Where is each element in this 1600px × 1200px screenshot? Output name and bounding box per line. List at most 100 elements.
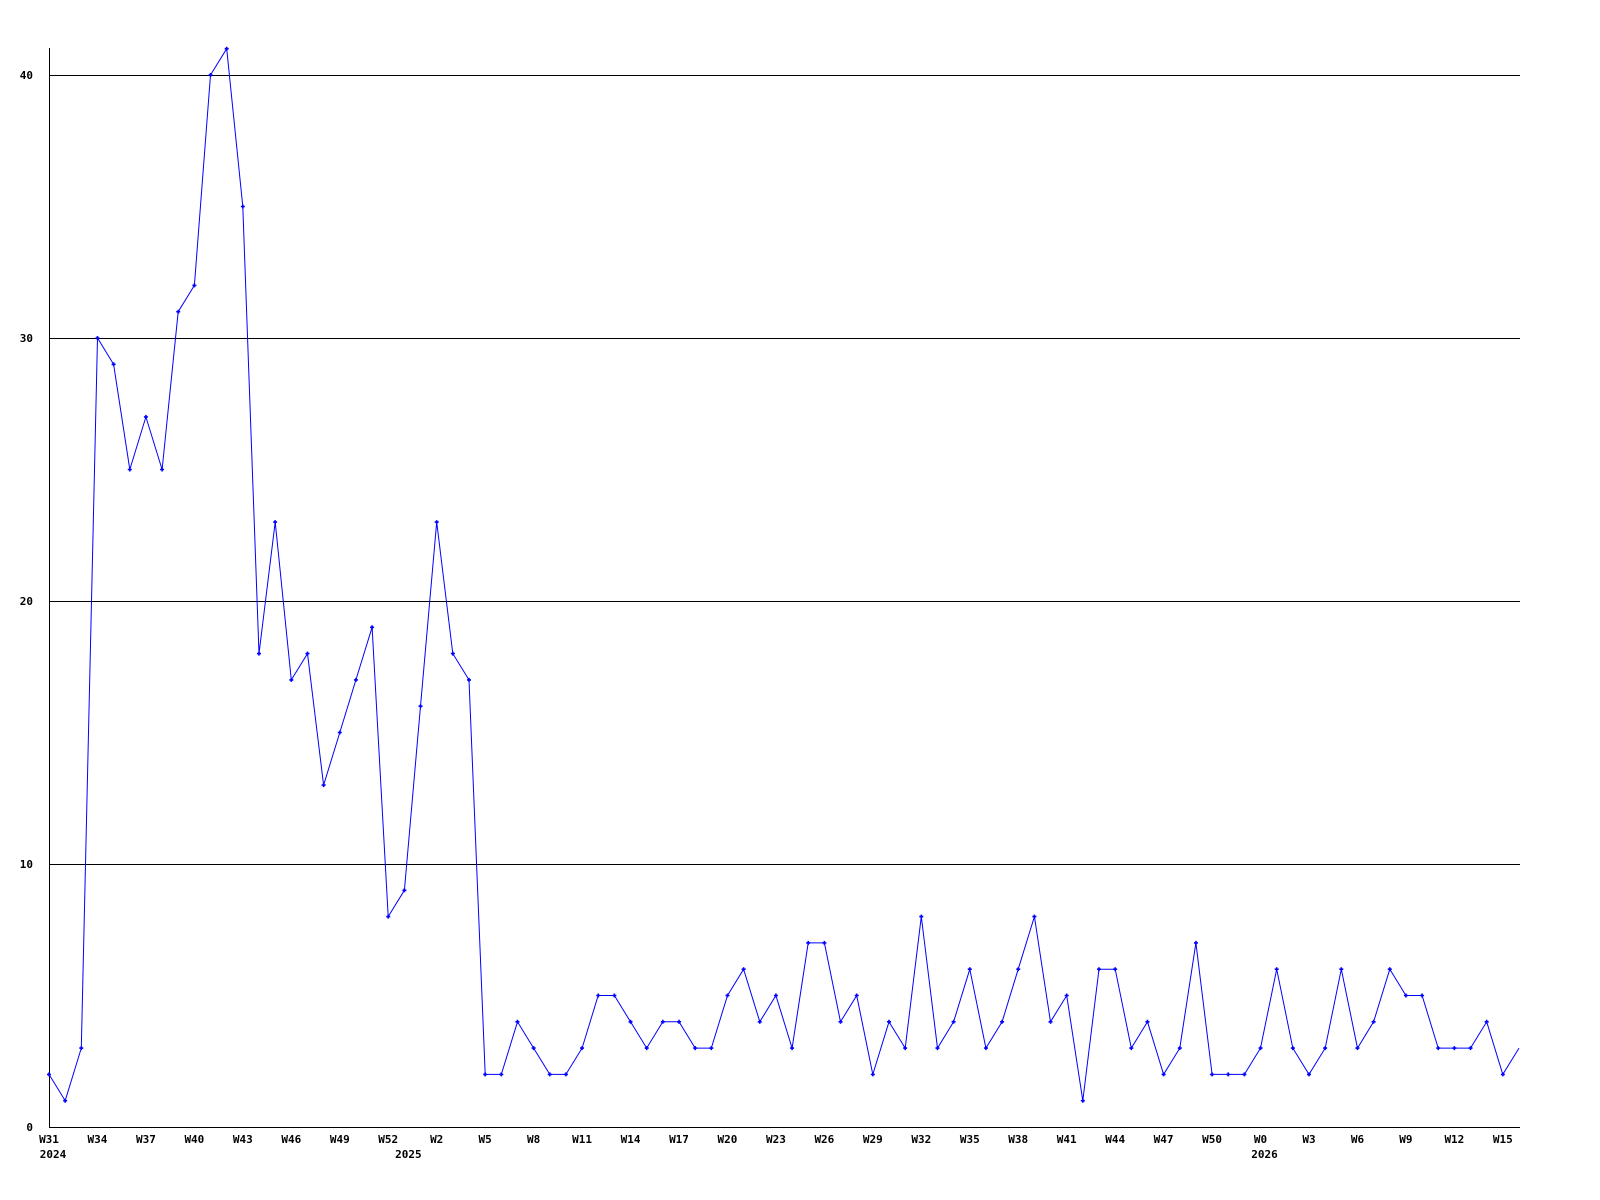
- y-tick-label: 30: [20, 332, 33, 345]
- x-tick-label: W2: [430, 1133, 443, 1146]
- data-point: [903, 1046, 908, 1051]
- series-line: [48, 47, 1520, 1102]
- data-point: [983, 1046, 988, 1051]
- data-point: [515, 1019, 520, 1024]
- data-point: [580, 1046, 585, 1051]
- data-point: [644, 1046, 649, 1051]
- data-point: [806, 940, 811, 945]
- x-tick-label: W34: [88, 1133, 108, 1146]
- data-point: [386, 914, 391, 919]
- data-point: [1468, 1046, 1473, 1051]
- data-point: [1436, 1046, 1441, 1051]
- data-point: [1193, 940, 1198, 945]
- x-tick-label: W49: [330, 1133, 350, 1146]
- x-tick-label: W52: [378, 1133, 398, 1146]
- year-labels: 2024 2025 2026: [40, 1148, 1278, 1161]
- x-axis-tick-labels: W31 W34 W37 W40 W43 W46 W49 W52 W2 W5 W8 W11 W14 W17 W…: [39, 1133, 1513, 1146]
- data-point: [1129, 1046, 1134, 1051]
- y-tick-label: 20: [20, 595, 33, 608]
- data-point: [838, 1019, 843, 1024]
- x-tick-label: W3: [1302, 1133, 1315, 1146]
- data-point: [1403, 993, 1408, 998]
- data-point: [127, 467, 132, 472]
- data-point: [1500, 1072, 1505, 1077]
- y-tick-label: 40: [20, 69, 33, 82]
- data-point: [224, 46, 229, 51]
- data-point: [854, 993, 859, 998]
- data-point: [547, 1072, 552, 1077]
- data-point: [612, 993, 617, 998]
- data-point: [1113, 967, 1118, 972]
- x-tick-label: W43: [233, 1133, 253, 1146]
- data-point: [693, 1046, 698, 1051]
- x-tick-label: W47: [1154, 1133, 1174, 1146]
- data-point: [1210, 1072, 1215, 1077]
- data-point: [563, 1072, 568, 1077]
- x-tick-label: W50: [1202, 1133, 1222, 1146]
- data-point: [1307, 1072, 1311, 1077]
- data-point: [1339, 967, 1344, 972]
- y-axis-tick-labels: 0 10 20 30 40: [20, 69, 33, 1134]
- x-tick-label: W23: [766, 1133, 786, 1146]
- year-label: 2026: [1251, 1148, 1278, 1161]
- x-tick-label: W20: [718, 1133, 738, 1146]
- data-point-markers: [47, 46, 1505, 1103]
- data-point: [677, 1019, 681, 1024]
- x-tick-label: W38: [1008, 1133, 1028, 1146]
- data-point: [370, 625, 375, 630]
- data-point: [47, 1072, 51, 1077]
- data-point: [1226, 1072, 1231, 1077]
- x-tick-label: W26: [814, 1133, 834, 1146]
- data-point: [1016, 967, 1021, 972]
- year-label: 2024: [40, 1148, 67, 1161]
- x-tick-label: W32: [911, 1133, 931, 1146]
- y-tick-label: 0: [26, 1121, 33, 1134]
- data-point: [1420, 993, 1425, 998]
- data-point: [967, 967, 972, 972]
- data-point: [1242, 1072, 1247, 1077]
- data-point: [822, 940, 827, 945]
- x-tick-label: W8: [527, 1133, 540, 1146]
- data-point: [63, 1098, 68, 1103]
- data-point: [1177, 1046, 1182, 1051]
- data-point: [1032, 914, 1037, 919]
- x-tick-label: W14: [621, 1133, 641, 1146]
- data-point: [1274, 967, 1279, 972]
- x-tick-label: W9: [1399, 1133, 1412, 1146]
- x-tick-label: W11: [572, 1133, 592, 1146]
- data-point: [176, 309, 181, 314]
- data-point: [725, 993, 730, 998]
- data-point: [160, 467, 165, 472]
- data-point: [273, 520, 278, 525]
- x-tick-label: W40: [184, 1133, 204, 1146]
- data-point: [596, 993, 601, 998]
- data-point: [111, 362, 116, 367]
- data-point: [628, 1019, 633, 1024]
- x-tick-label: W15: [1493, 1133, 1513, 1146]
- x-tick-label: W29: [863, 1133, 883, 1146]
- data-point: [1290, 1046, 1295, 1051]
- data-point: [919, 914, 924, 919]
- data-point: [353, 677, 358, 682]
- x-tick-label: W12: [1444, 1133, 1464, 1146]
- data-point: [79, 1046, 84, 1051]
- x-tick-label: W46: [281, 1133, 301, 1146]
- data-point: [887, 1019, 891, 1024]
- data-point: [337, 730, 342, 735]
- data-point: [1258, 1046, 1263, 1051]
- data-point: [1355, 1046, 1360, 1051]
- data-point: [1484, 1019, 1489, 1024]
- data-point: [499, 1072, 504, 1077]
- data-point: [321, 783, 326, 788]
- data-point: [1387, 967, 1392, 972]
- data-point: [450, 651, 455, 656]
- data-point: [757, 1019, 762, 1024]
- x-tick-label: W35: [960, 1133, 980, 1146]
- data-point: [289, 677, 294, 682]
- y-tick-label: 10: [20, 858, 33, 871]
- data-point: [143, 414, 148, 419]
- data-point: [1323, 1046, 1328, 1051]
- x-tick-label: W17: [669, 1133, 689, 1146]
- x-tick-label: W0: [1254, 1133, 1267, 1146]
